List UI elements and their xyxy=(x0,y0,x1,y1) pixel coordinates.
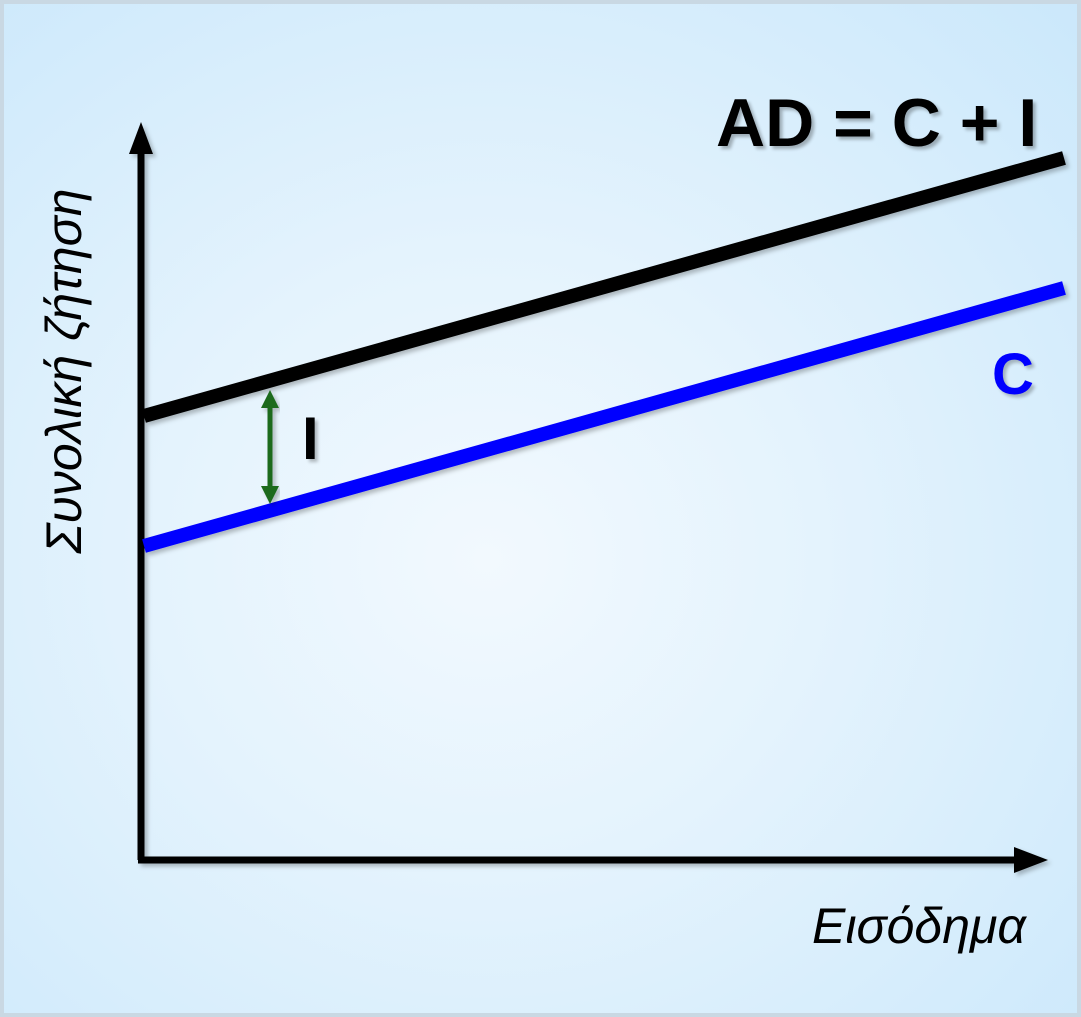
y-axis-arrowhead xyxy=(129,122,153,154)
y-axis-label: Συνολική ζήτηση xyxy=(36,188,92,554)
c-line-label: C xyxy=(992,342,1034,407)
ad-line-label: AD = C + I xyxy=(716,85,1038,161)
investment-label: I xyxy=(302,405,319,472)
diagram-svg xyxy=(129,122,1066,873)
investment-gap-arrow xyxy=(261,390,279,504)
c-line xyxy=(142,281,1066,553)
x-axis-label: Εισόδημα xyxy=(812,898,1026,954)
ad-line xyxy=(142,151,1066,423)
axes xyxy=(129,122,1048,873)
x-axis-arrowhead xyxy=(1014,847,1048,873)
